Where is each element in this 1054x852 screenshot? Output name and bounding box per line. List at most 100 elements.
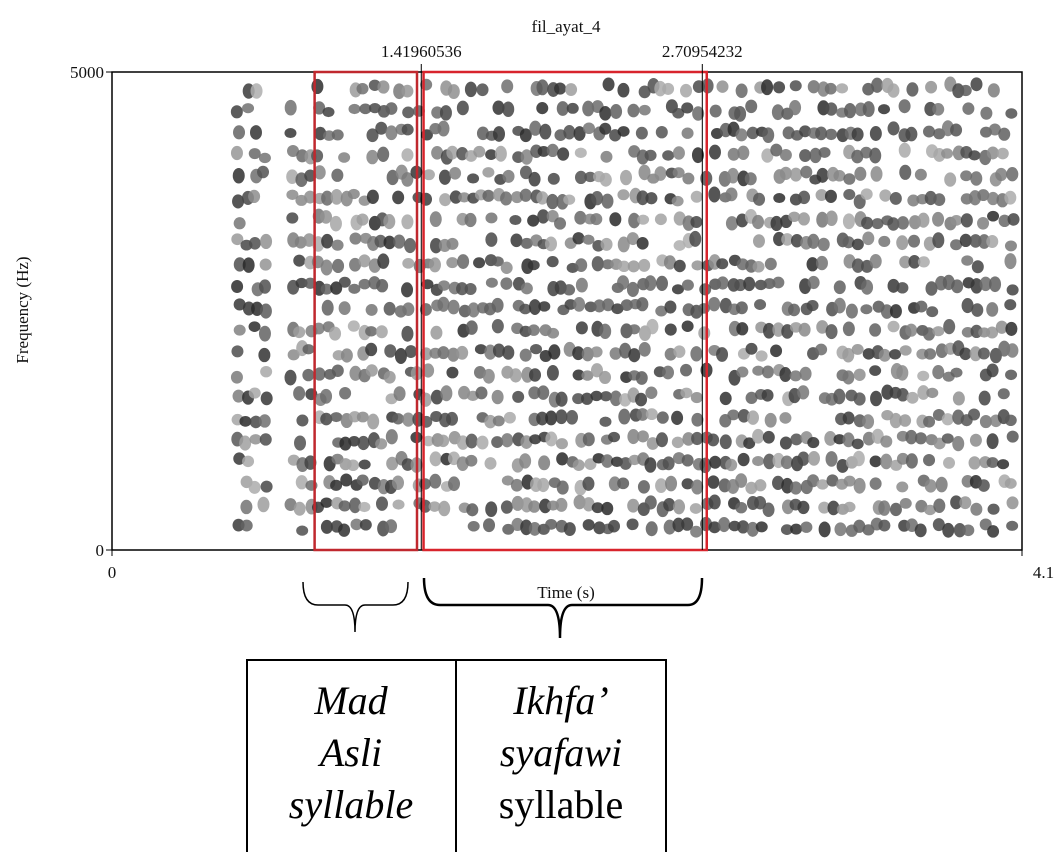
spectrogram-texture bbox=[429, 473, 442, 489]
spectrogram-texture bbox=[590, 390, 603, 402]
spectrogram-texture bbox=[951, 279, 964, 294]
spectrogram-texture bbox=[619, 342, 632, 359]
spectrogram-texture bbox=[844, 102, 857, 119]
spectrogram-texture bbox=[861, 216, 874, 230]
spectrogram-texture bbox=[854, 166, 867, 181]
spectrogram-texture bbox=[574, 147, 587, 158]
spectrogram-texture bbox=[293, 501, 306, 516]
spectrogram-texture bbox=[853, 477, 866, 494]
spectrogram-texture bbox=[528, 522, 541, 536]
spectrogram-texture bbox=[590, 346, 603, 358]
spectrogram-texture bbox=[626, 518, 639, 531]
spectrogram-texture bbox=[763, 453, 776, 470]
spectrogram-texture bbox=[527, 324, 540, 336]
spectrogram-texture bbox=[926, 387, 939, 399]
spectrogram-texture bbox=[383, 301, 396, 316]
spectrogram-texture bbox=[986, 363, 999, 378]
spectrogram-texture bbox=[672, 167, 685, 179]
spectrogram-texture bbox=[708, 186, 721, 203]
spectrogram-texture bbox=[905, 126, 918, 142]
spectrogram-texture bbox=[591, 191, 604, 206]
spectrogram-texture bbox=[970, 278, 983, 294]
spectrogram-texture bbox=[825, 451, 838, 467]
spectrogram-texture bbox=[655, 432, 668, 448]
spectrogram-texture bbox=[735, 128, 748, 142]
spectrogram-texture bbox=[617, 236, 630, 253]
spectrogram-texture bbox=[331, 364, 344, 377]
spectrogram-texture bbox=[367, 413, 380, 430]
spectrogram-texture bbox=[718, 516, 731, 533]
y-axis-label: Frequency (Hz) bbox=[13, 256, 32, 363]
spectrogram-texture bbox=[745, 481, 758, 495]
spectrogram-texture bbox=[582, 122, 595, 135]
spectrogram-texture bbox=[258, 279, 271, 294]
spectrogram-texture bbox=[320, 412, 333, 426]
spectrogram-texture bbox=[437, 434, 450, 448]
spectrogram-texture bbox=[375, 438, 388, 450]
spectrogram-texture bbox=[617, 477, 630, 490]
spectrogram-texture bbox=[663, 498, 676, 512]
spectrogram-texture bbox=[402, 302, 415, 316]
brace bbox=[422, 577, 704, 639]
spectrogram-texture bbox=[754, 299, 767, 310]
spectrogram-texture bbox=[996, 147, 1009, 160]
spectrogram-texture bbox=[439, 105, 452, 121]
spectrogram-texture bbox=[1005, 108, 1018, 119]
spectrogram-texture bbox=[545, 431, 558, 447]
spectrogram-texture bbox=[331, 168, 344, 182]
spectrogram-texture bbox=[725, 216, 738, 231]
spectrogram-texture bbox=[320, 519, 333, 534]
spectrogram-texture bbox=[467, 302, 480, 318]
spectrogram-texture bbox=[898, 142, 911, 158]
spectrogram-texture bbox=[313, 165, 326, 180]
spectrogram-texture bbox=[536, 102, 549, 115]
spectrogram-texture bbox=[233, 257, 246, 272]
spectrogram-texture bbox=[248, 189, 261, 204]
spectrogram-texture bbox=[502, 523, 515, 535]
spectrogram-texture bbox=[842, 370, 855, 385]
spectrogram-texture bbox=[662, 82, 675, 95]
spectrogram-texture bbox=[519, 188, 532, 202]
spectrogram-texture bbox=[673, 240, 686, 251]
spectrogram-texture bbox=[816, 167, 829, 183]
spectrogram-texture bbox=[977, 479, 990, 492]
spectrogram-texture bbox=[401, 214, 414, 230]
spectrogram-texture bbox=[761, 389, 774, 402]
spectrogram-texture bbox=[977, 189, 990, 202]
spectrogram-texture bbox=[581, 392, 594, 405]
spectrogram-texture bbox=[727, 167, 740, 184]
spectrogram-texture bbox=[232, 389, 245, 403]
spectrogram-texture bbox=[430, 389, 443, 405]
spectrogram-texture bbox=[557, 147, 570, 161]
spectrogram-texture bbox=[375, 121, 388, 135]
spectrogram-texture bbox=[458, 192, 471, 203]
spectrogram-texture bbox=[752, 261, 765, 273]
spectrogram-texture bbox=[807, 275, 820, 290]
spectrogram-texture bbox=[833, 170, 846, 182]
spectrogram-texture bbox=[689, 230, 702, 247]
spectrogram-texture bbox=[311, 149, 324, 163]
spectrogram-texture bbox=[357, 435, 370, 451]
spectrogram-texture bbox=[797, 500, 810, 515]
spectrogram-texture bbox=[899, 498, 912, 509]
spectrogram-texture bbox=[869, 147, 882, 164]
spectrogram-texture bbox=[249, 415, 262, 429]
spectrogram-texture bbox=[725, 187, 738, 202]
spectrogram-texture bbox=[491, 256, 504, 267]
spectrogram-texture bbox=[779, 366, 792, 383]
spectrogram-texture bbox=[510, 233, 523, 248]
spectrogram-texture bbox=[293, 326, 306, 339]
spectrogram-texture bbox=[599, 172, 612, 187]
spectrogram-texture bbox=[644, 275, 657, 291]
spectrogram-texture bbox=[491, 436, 504, 448]
spectrogram-texture bbox=[348, 436, 361, 447]
spectrogram-texture bbox=[358, 278, 371, 290]
spectrogram-texture bbox=[340, 348, 353, 363]
spectrogram-texture bbox=[447, 451, 460, 466]
spectrogram-texture bbox=[365, 326, 378, 337]
spectrogram-texture bbox=[638, 341, 651, 357]
spectrogram-texture bbox=[754, 479, 767, 492]
spectrogram-texture bbox=[926, 306, 939, 318]
spectrogram-texture bbox=[536, 411, 549, 426]
spectrogram-texture bbox=[960, 170, 973, 182]
